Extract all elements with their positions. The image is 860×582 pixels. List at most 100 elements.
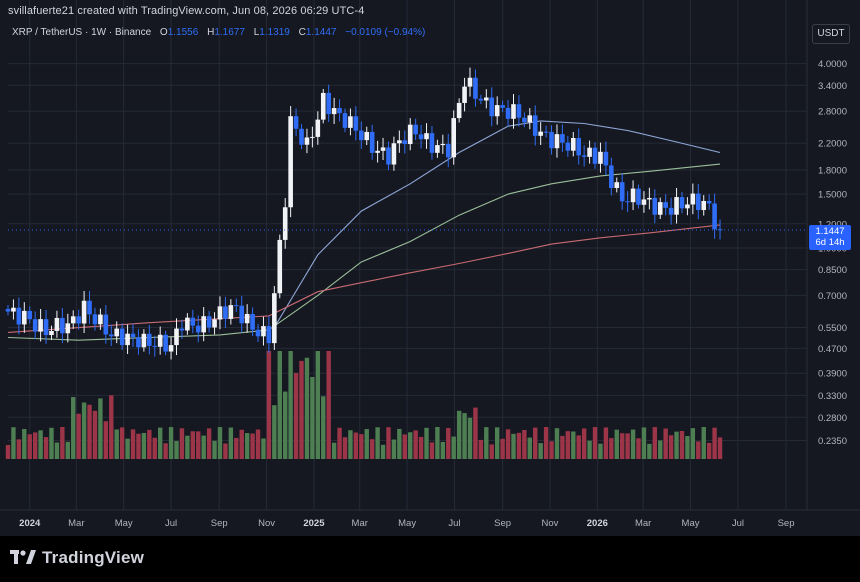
volume-bar bbox=[244, 433, 250, 459]
volume-bar bbox=[130, 429, 136, 459]
candle-body bbox=[147, 333, 152, 346]
volume-bar bbox=[554, 428, 560, 459]
candle-body bbox=[456, 102, 462, 119]
candle-body bbox=[652, 197, 658, 215]
candle-body bbox=[114, 328, 120, 337]
volume-bar bbox=[60, 427, 65, 459]
volume-bar bbox=[549, 441, 554, 459]
candle-body bbox=[554, 134, 560, 149]
candle-body bbox=[16, 307, 22, 325]
volume-bar bbox=[119, 427, 125, 459]
candle-body bbox=[429, 133, 435, 153]
volume-bar bbox=[206, 428, 212, 459]
price-chart[interactable]: 4.0000 3.4000 2.8000 2.2000 1.8000 1.5000 1.20… bbox=[0, 0, 860, 536]
candle-body bbox=[223, 306, 228, 319]
candle-body bbox=[657, 202, 663, 215]
volume-bar bbox=[571, 431, 576, 459]
candle-body bbox=[5, 308, 11, 312]
candle-body bbox=[152, 345, 158, 347]
candle-body bbox=[478, 98, 484, 101]
volume-bar bbox=[16, 439, 22, 459]
candle-body bbox=[320, 92, 326, 120]
candle-body bbox=[570, 137, 576, 151]
volume-bar bbox=[369, 439, 375, 459]
candle-body bbox=[663, 202, 668, 208]
last-price-value: 1.1447 bbox=[815, 226, 845, 237]
volume-bar bbox=[462, 413, 467, 459]
candle-body bbox=[576, 137, 582, 156]
volume-bar bbox=[288, 351, 293, 459]
chart-panel[interactable]: 4.0000 3.4000 2.8000 2.2000 1.8000 1.5000 1.20… bbox=[0, 0, 860, 536]
volume-bar bbox=[706, 442, 712, 459]
open-label: O bbox=[159, 27, 168, 38]
x-tick-label: Mar bbox=[635, 518, 651, 529]
candle-body bbox=[310, 136, 315, 138]
candle-body bbox=[489, 97, 495, 117]
currency-button[interactable]: USDT bbox=[812, 24, 850, 44]
volume-bar bbox=[413, 430, 418, 459]
candle-body bbox=[261, 326, 266, 337]
x-tick-label: May bbox=[398, 518, 416, 529]
volume-bar bbox=[65, 441, 70, 459]
x-tick-label: May bbox=[115, 518, 133, 529]
volume-bar bbox=[212, 440, 217, 459]
close-label: C bbox=[298, 27, 306, 38]
candle-body bbox=[712, 203, 717, 230]
candle-body bbox=[27, 310, 33, 320]
volume-bar bbox=[43, 437, 49, 459]
symbol-label[interactable]: XRP / TetherUS · 1W · Binance bbox=[12, 27, 152, 38]
x-tick-label: May bbox=[682, 518, 700, 529]
volume-bar bbox=[299, 360, 304, 459]
tradingview-logo[interactable]: TradingView bbox=[10, 548, 144, 568]
volume-bar bbox=[696, 441, 701, 459]
candle-body bbox=[424, 133, 429, 140]
candle-body bbox=[60, 317, 65, 334]
candle-body bbox=[76, 316, 81, 324]
volume-bar bbox=[511, 433, 516, 459]
candle-body bbox=[598, 151, 603, 164]
candle-body bbox=[473, 77, 478, 99]
candle-body bbox=[418, 134, 424, 140]
volume-bar bbox=[152, 437, 157, 459]
volume-bar bbox=[538, 443, 543, 459]
candle-body bbox=[511, 104, 516, 119]
candle-body bbox=[636, 188, 641, 205]
y-tick-label: 2.2000 bbox=[818, 139, 847, 150]
candle-body bbox=[690, 193, 696, 205]
candle-body bbox=[288, 116, 293, 208]
candle-body bbox=[695, 193, 701, 211]
volume-bar bbox=[375, 427, 380, 459]
volume-bar bbox=[277, 351, 282, 459]
volume-bar bbox=[310, 377, 315, 459]
volume-bar bbox=[49, 427, 54, 459]
volume-bar bbox=[630, 429, 636, 459]
volume-bar bbox=[505, 429, 511, 459]
candle-body bbox=[603, 151, 609, 166]
volume-bar bbox=[168, 427, 174, 459]
volume-bar bbox=[234, 437, 239, 459]
volume-bar bbox=[174, 441, 179, 459]
candle-body bbox=[386, 147, 391, 165]
candle-body bbox=[358, 130, 364, 141]
candle-body bbox=[201, 316, 206, 333]
candle-body bbox=[22, 310, 27, 325]
ohlc-legend: XRP / TetherUS · 1W · Binance O1.1556 H1… bbox=[12, 27, 425, 38]
candle-body bbox=[185, 317, 190, 331]
volume-bar bbox=[331, 442, 337, 459]
volume-bar bbox=[81, 402, 87, 459]
y-tick-label: 0.2350 bbox=[818, 436, 847, 447]
volume-bar bbox=[5, 445, 11, 459]
volume-bar bbox=[429, 442, 435, 459]
candle-body bbox=[174, 328, 179, 346]
moving-averages bbox=[7, 120, 721, 341]
candle-body bbox=[233, 305, 239, 307]
candle-body bbox=[532, 115, 538, 136]
candle-body bbox=[255, 329, 261, 337]
volume-bar bbox=[87, 404, 92, 459]
tradingview-logo-icon bbox=[10, 550, 36, 564]
grid bbox=[8, 0, 807, 510]
volume-bar bbox=[348, 430, 353, 459]
y-tick-label: 4.0000 bbox=[818, 59, 847, 70]
volume-bar bbox=[266, 351, 272, 459]
